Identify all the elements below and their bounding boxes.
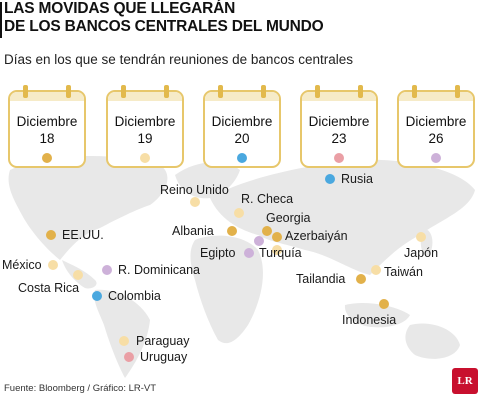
calendar-ring-icon	[261, 85, 266, 98]
legend-dot-26	[431, 153, 441, 163]
marker-colombia	[92, 291, 102, 301]
marker-tailandia	[356, 274, 366, 284]
legend-dot-18	[42, 153, 52, 163]
legend-dot-19	[140, 153, 150, 163]
lr-logo: LR	[452, 368, 478, 394]
label-egipto: Egipto	[200, 246, 236, 260]
label-eeuu: EE.UU.	[62, 228, 104, 242]
marker-paraguay	[119, 336, 129, 346]
calendar-ring-icon	[218, 85, 223, 98]
marker-indonesia	[379, 299, 389, 309]
calendar-ring-icon	[412, 85, 417, 98]
label-indonesia: Indonesia	[342, 313, 397, 327]
calendar-day: 18	[39, 131, 55, 146]
legend-dot-23	[334, 153, 344, 163]
marker-rep-dominicana	[102, 265, 112, 275]
label-r-checa: R. Checa	[241, 192, 294, 206]
marker-eeuu	[46, 230, 56, 240]
calendar-dec-23: Diciembre 23	[300, 85, 378, 168]
label-rep-dominicana: R. Dominicana	[118, 263, 200, 277]
label-albania: Albania	[172, 224, 214, 238]
marker-turquia-a	[254, 236, 264, 246]
calendar-ring-icon	[455, 85, 460, 98]
subtitle: Días en los que se tendrán reuniones de …	[4, 52, 353, 67]
label-reino-unido: Reino Unido	[160, 183, 229, 197]
marker-r-checa	[234, 208, 244, 218]
calendar-ring-icon	[164, 85, 169, 98]
calendar-day: 20	[234, 131, 250, 146]
marker-rusia	[325, 174, 335, 184]
label-turquia: Turquía	[259, 246, 302, 260]
calendar-day: 23	[331, 131, 347, 146]
calendar-month: Diciembre	[308, 114, 370, 129]
title-line-1: LAS MOVIDAS QUE LLEGARÁN	[4, 0, 236, 17]
calendar-day: 26	[428, 131, 444, 146]
title-accent-bar	[0, 2, 2, 38]
marker-turquia	[272, 245, 282, 255]
label-costa-rica: Costa Rica	[18, 281, 80, 295]
label-colombia: Colombia	[108, 289, 161, 303]
label-tailandia: Tailandia	[296, 272, 346, 286]
calendar-ring-icon	[315, 85, 320, 98]
marker-uruguay	[124, 352, 134, 362]
marker-japon	[416, 232, 426, 242]
marker-egipto	[244, 248, 254, 258]
calendar-dec-26: Diciembre 26	[397, 85, 475, 168]
label-paraguay: Paraguay	[136, 334, 190, 348]
label-georgia: Georgia	[266, 211, 311, 225]
calendar-dec-19: Diciembre 19	[106, 85, 184, 168]
marker-reino-unido	[190, 197, 200, 207]
label-azerbaiyan: Azerbaiyán	[285, 229, 348, 243]
calendar-day: 19	[137, 131, 153, 146]
marker-costa-rica	[73, 270, 83, 280]
calendar-ring-icon	[121, 85, 126, 98]
calendar-ring-icon	[66, 85, 71, 98]
marker-georgia	[262, 226, 272, 236]
label-japon: Japón	[404, 246, 439, 260]
source-footer: Fuente: Bloomberg / Gráfico: LR-VT	[4, 383, 157, 394]
calendar-month: Diciembre	[211, 114, 273, 129]
calendar-month: Diciembre	[16, 114, 78, 129]
label-mexico: México	[2, 258, 42, 272]
title-line-2: DE LOS BANCOS CENTRALES DEL MUNDO	[4, 18, 324, 35]
calendar-month: Diciembre	[114, 114, 176, 129]
calendar-dec-20: Diciembre 20	[203, 85, 281, 168]
legend-dot-20	[237, 153, 247, 163]
marker-azerbaiyan	[272, 232, 282, 242]
calendar-ring-icon	[23, 85, 28, 98]
label-uruguay: Uruguay	[140, 350, 188, 364]
calendar-month: Diciembre	[405, 114, 467, 129]
calendar-ring-icon	[358, 85, 363, 98]
marker-albania	[227, 226, 237, 236]
marker-taiwan	[371, 265, 381, 275]
title-block: LAS MOVIDAS QUE LLEGARÁN DE LOS BANCOS C…	[0, 0, 324, 38]
label-rusia: Rusia	[341, 172, 373, 186]
label-taiwan: Taiwán	[384, 265, 423, 279]
marker-mexico	[48, 260, 58, 270]
calendar-dec-18: Diciembre 18	[8, 85, 86, 168]
